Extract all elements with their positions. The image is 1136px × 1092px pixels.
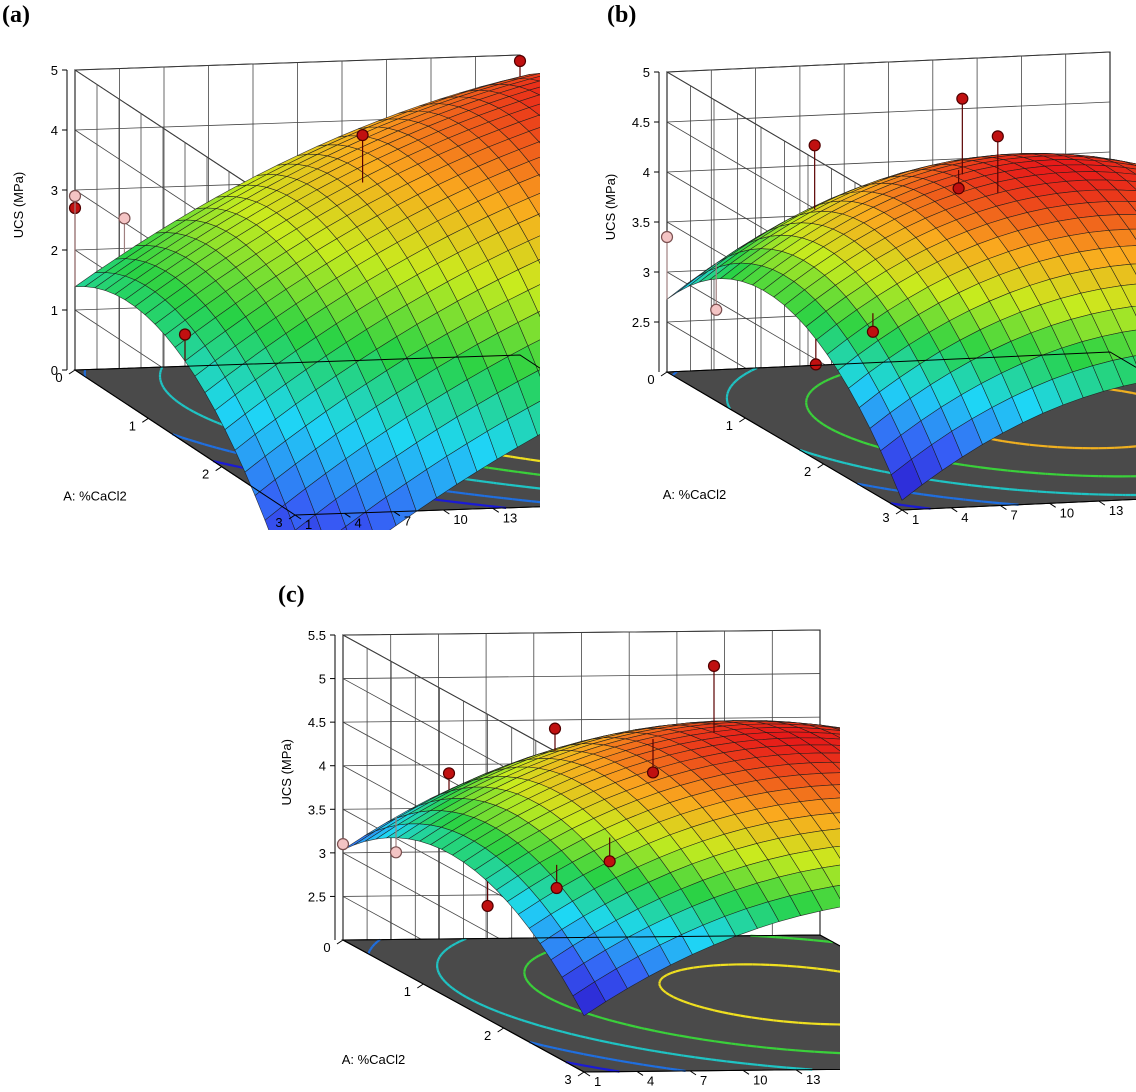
a-axis-label: A: %CaCl2 (663, 487, 727, 502)
a-tick-label: 3 (564, 1072, 571, 1087)
z-tick-label: 4 (319, 759, 326, 774)
b-tick-label: 7 (700, 1073, 707, 1087)
a-tick-label: 2 (202, 467, 209, 482)
z-axis: 0 2.5 3 3.5 4 4.5 5 5.5 UCS (MPa) (279, 628, 335, 1087)
design-point (338, 839, 349, 850)
z-axis: 0 2.5 3 3.5 4 4.5 5 UCS (MPa) (603, 65, 659, 530)
b-tick-label: 4 (354, 515, 361, 530)
z-tick-label: 5 (51, 63, 58, 78)
panel-label: (a) (2, 2, 30, 28)
a-axis-label: A: %CaCl2 (342, 1052, 406, 1067)
a-tick-label: 1 (129, 418, 136, 433)
b-tick-label: 4 (647, 1073, 654, 1087)
z-tick-label: 4.5 (308, 715, 326, 730)
z-tick-label: 5 (643, 65, 650, 80)
a-tick-label: 2 (804, 464, 811, 479)
a-tick-label: 0 (647, 372, 654, 387)
panel-c: (c) 0 2.5 3 3.5 4 4.5 5 5.5 UCS (MPa)0 1 2 3 A: %CaCl… (240, 570, 840, 1087)
z-tick-label: 2.5 (308, 889, 326, 904)
a-tick-label: 0 (55, 370, 62, 385)
z-tick-label: 4.5 (632, 115, 650, 130)
b-tick-label: 13 (806, 1072, 820, 1087)
a-tick-label: 1 (726, 418, 733, 433)
a-tick-label: 2 (484, 1028, 491, 1043)
z-tick-label: 2.5 (632, 315, 650, 330)
z-tick-label: 1 (51, 303, 58, 318)
z-tick-label: 3 (319, 846, 326, 861)
panel-label: (c) (278, 582, 305, 608)
z-tick-label: 3.5 (308, 802, 326, 817)
b-tick-label: 13 (503, 510, 517, 525)
panel-b: (b) 0 2.5 3 3.5 4 4.5 5 UCS (MPa)0 1 2 3 A: %CaCl2 1 4… (565, 0, 1136, 530)
b-tick-label: 7 (404, 514, 411, 529)
a-tick-label: 1 (404, 984, 411, 999)
z-tick-label: 5 (319, 672, 326, 687)
a-axis-label: A: %CaCl2 (63, 489, 127, 504)
b-tick-label: 7 (1010, 508, 1017, 523)
panel-label: (b) (607, 2, 636, 28)
z-axis-label: UCS (MPa) (11, 172, 26, 238)
z-tick-label: 4 (643, 165, 650, 180)
z-tick-label: 3.5 (632, 215, 650, 230)
b-tick-label: 10 (753, 1072, 767, 1087)
z-tick-label: 3 (643, 265, 650, 280)
surface-plot-c: (c) 0 2.5 3 3.5 4 4.5 5 5.5 UCS (MPa)0 1 2 3 A: %CaCl… (240, 570, 840, 1087)
b-tick-label: 10 (1060, 505, 1074, 520)
z-tick-label: 4 (51, 123, 58, 138)
b-tick-label: 1 (594, 1074, 601, 1087)
z-tick-label: 5.5 (308, 628, 326, 643)
b-tick-label: 13 (1109, 503, 1123, 518)
b-tick-label: 1 (305, 517, 312, 530)
z-tick-label: 2 (51, 243, 58, 258)
b-tick-label: 4 (961, 510, 968, 525)
b-tick-label: 10 (453, 512, 467, 527)
z-axis-label: UCS (MPa) (279, 739, 294, 805)
a-tick-label: 3 (275, 515, 282, 530)
b-tick-label: 1 (912, 512, 919, 527)
surface-plot-b: (b) 0 2.5 3 3.5 4 4.5 5 UCS (MPa)0 1 2 3 A: %CaCl2 1 4… (565, 0, 1136, 530)
z-tick-label: 3 (51, 183, 58, 198)
a-tick-label: 0 (323, 940, 330, 955)
a-tick-label: 3 (882, 510, 889, 525)
z-axis-label: UCS (MPa) (603, 174, 618, 240)
